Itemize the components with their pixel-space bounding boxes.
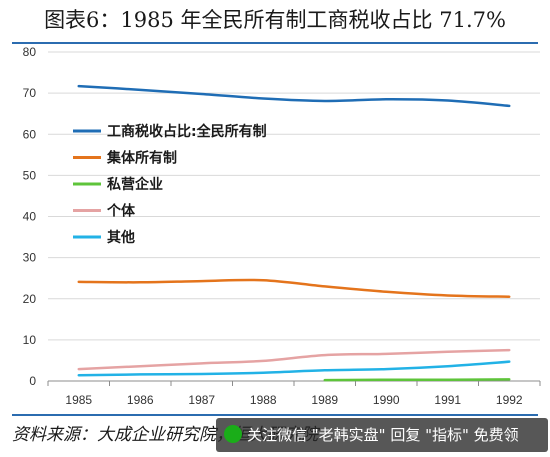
series-line-3 (77, 348, 511, 371)
title-rule (12, 42, 538, 44)
y-tick-label: 30 (23, 251, 37, 265)
watermark-banner: 关注微信 "老韩实盘" 回复 "指标" 免费领 (216, 418, 548, 452)
series-line-2 (323, 378, 511, 382)
x-tick-label: 1987 (188, 393, 215, 407)
series-lines (77, 84, 511, 382)
source-rule (12, 414, 538, 416)
x-axis-ticks: 1985 1986 1987 1988 1989 1990 1991 1992 (65, 393, 523, 407)
series-line-1 (77, 278, 511, 298)
legend-label: 个体 (106, 203, 136, 220)
series-line-4 (77, 360, 511, 377)
x-tick-label: 1990 (373, 393, 400, 407)
x-tick-label: 1991 (434, 393, 461, 407)
gridlines (47, 51, 541, 386)
x-tick-label: 1985 (65, 393, 92, 407)
y-tick-label: 80 (23, 45, 37, 59)
y-axis-ticks: 0 10 20 30 40 50 60 70 80 (23, 45, 37, 388)
wechat-icon (224, 424, 242, 443)
y-tick-label: 60 (23, 127, 37, 141)
x-tick-label: 1986 (127, 393, 154, 407)
x-tick-label: 1988 (250, 393, 277, 407)
legend-label: 集体所有制 (106, 150, 177, 167)
y-tick-label: 0 (29, 374, 36, 388)
y-tick-label: 40 (23, 210, 37, 224)
series-line-0 (77, 84, 511, 108)
legend-label: 私营企业 (107, 176, 163, 193)
legend-label: 其他 (107, 229, 135, 246)
chart-title: 图表6：1985 年全民所有制工商税收占比 71.7% (44, 8, 506, 32)
x-tick-label: 1992 (496, 393, 523, 407)
y-tick-label: 50 (23, 168, 37, 182)
watermark-text: 关注微信 "老韩实盘" 回复 "指标" 免费领 (247, 426, 519, 444)
x-tick-label: 1989 (311, 393, 338, 407)
y-tick-label: 10 (23, 333, 37, 347)
legend-label: 工商税收占比:全民所有制 (107, 123, 267, 140)
y-tick-label: 20 (23, 292, 37, 306)
y-tick-label: 70 (23, 86, 37, 100)
